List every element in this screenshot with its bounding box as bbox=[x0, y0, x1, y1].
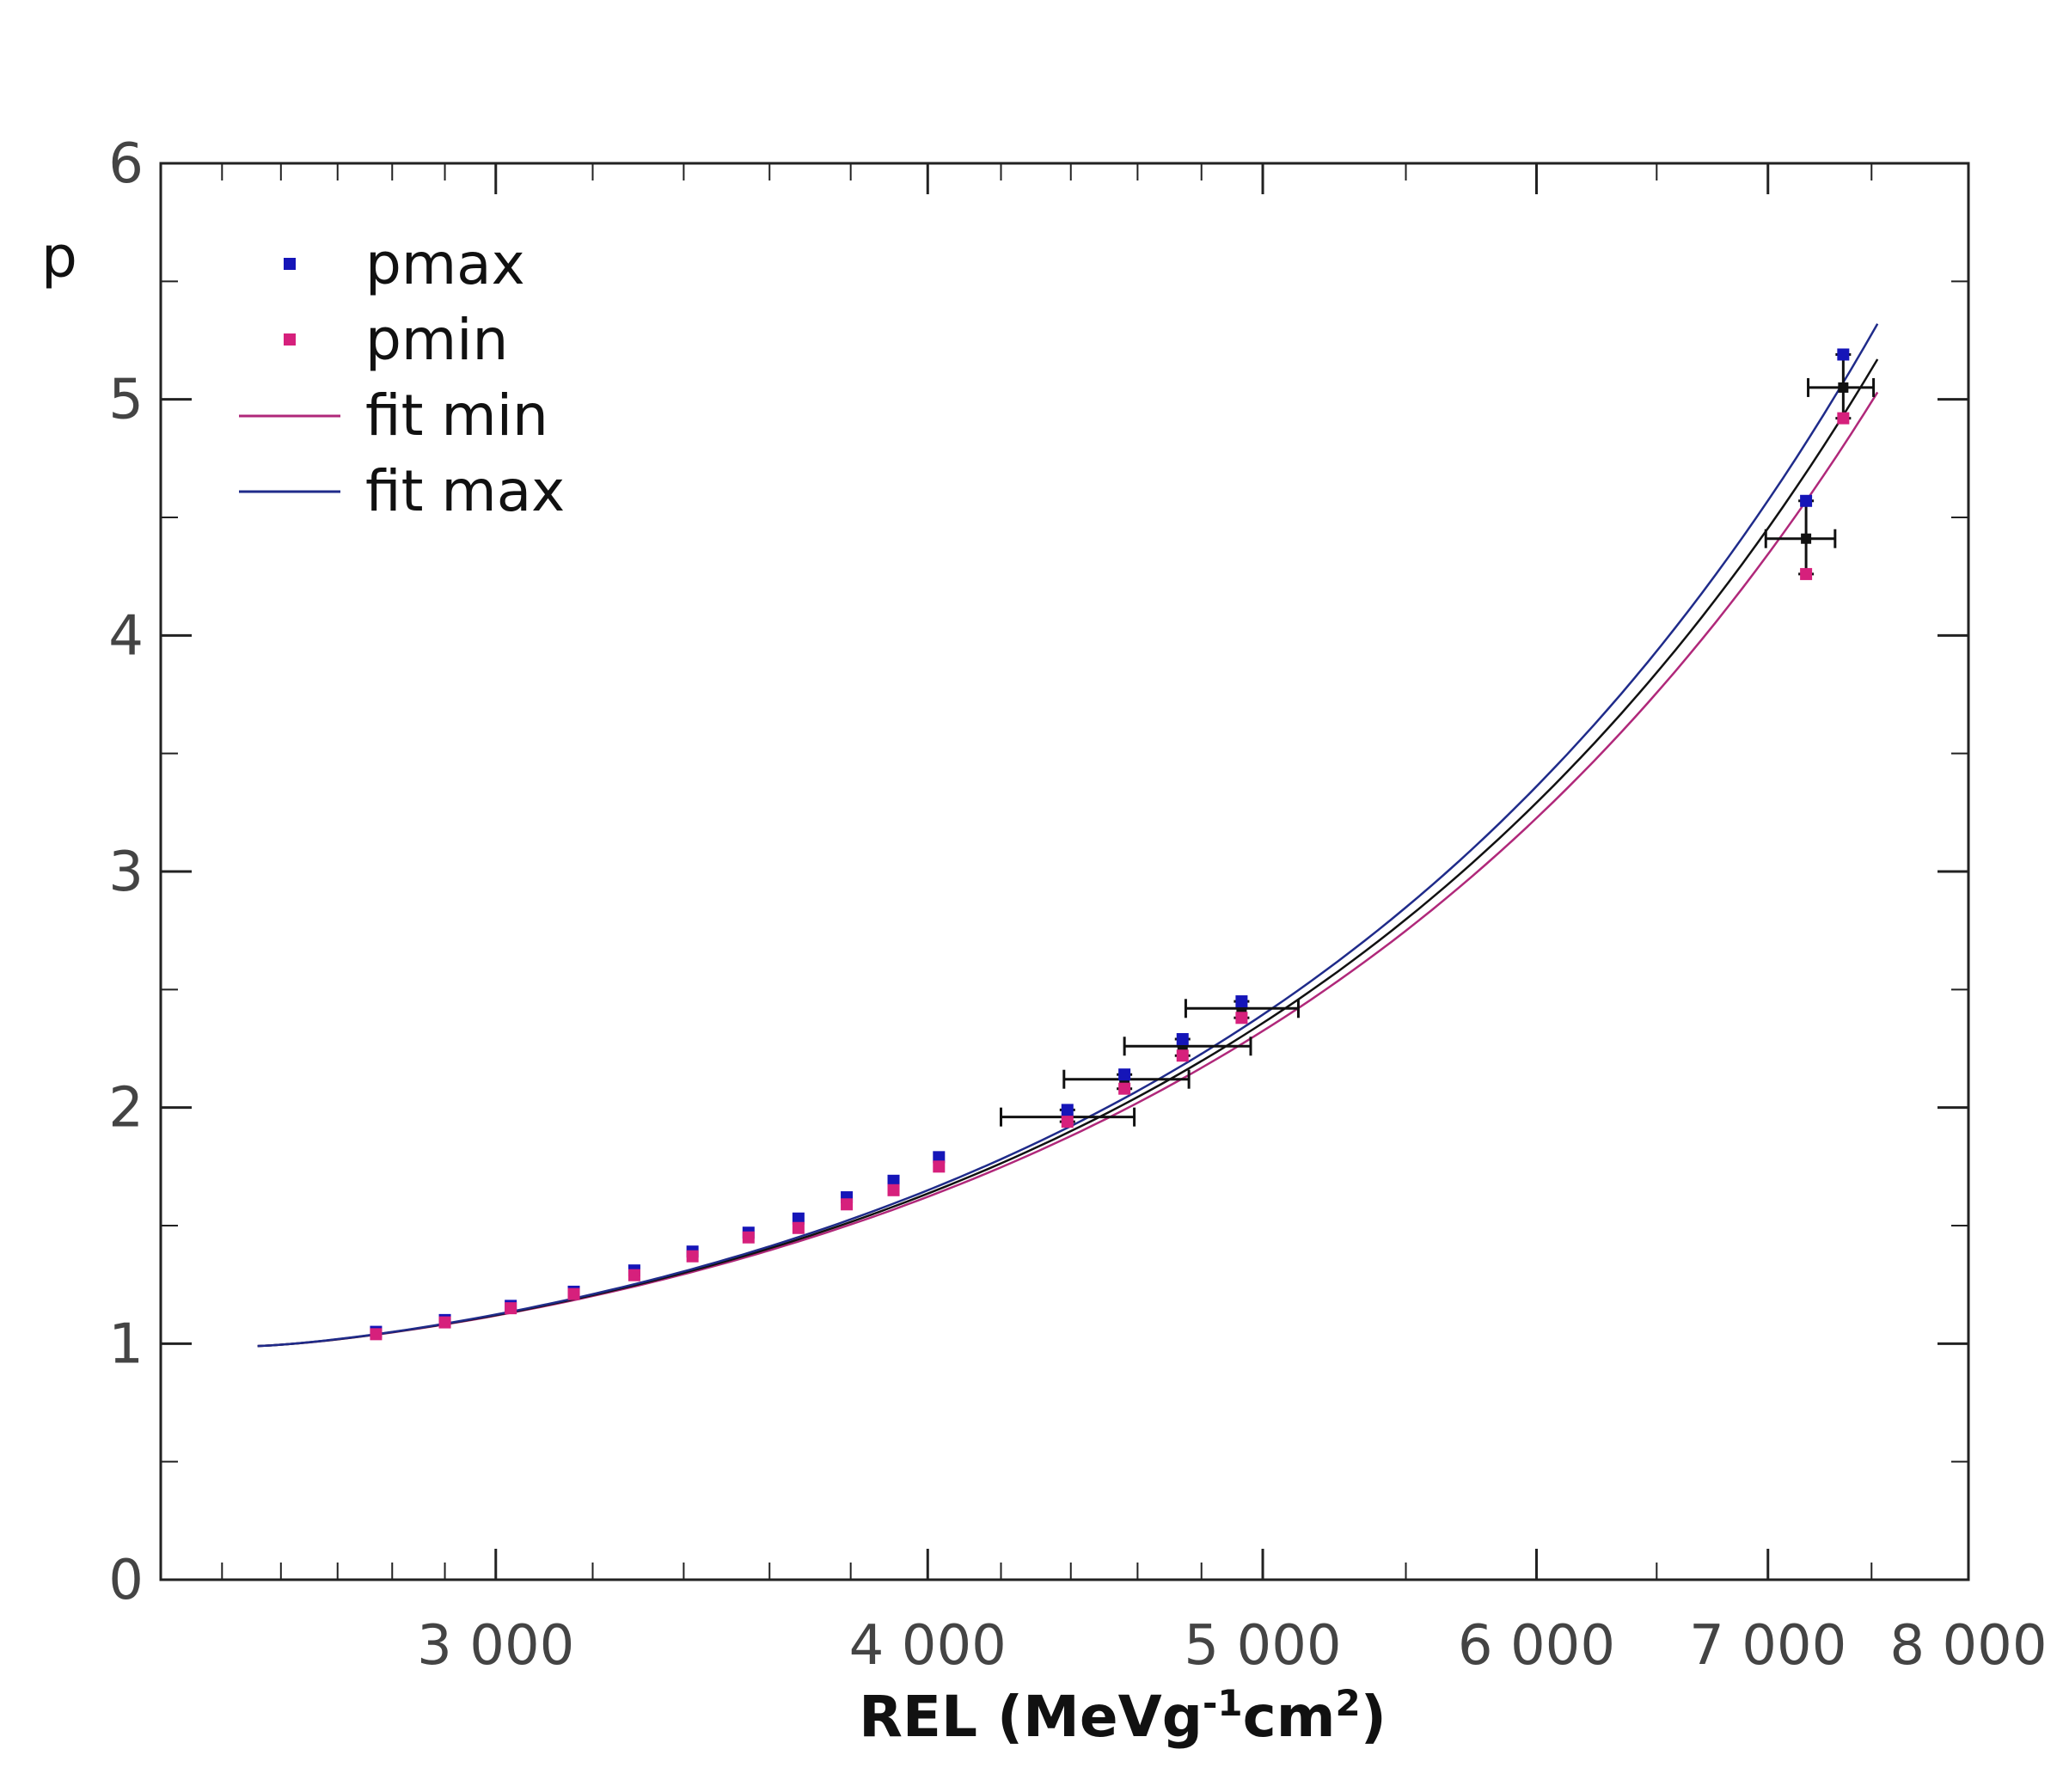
pmin-point bbox=[792, 1221, 805, 1234]
pmin-point bbox=[567, 1287, 580, 1300]
legend-marker bbox=[284, 258, 296, 270]
pmin-point bbox=[933, 1160, 946, 1173]
pmin-point bbox=[627, 1269, 640, 1281]
y-tick-label: 0 bbox=[108, 1549, 144, 1612]
y-tick-label: 6 bbox=[108, 132, 144, 196]
legend-marker bbox=[284, 333, 296, 346]
legend-label: pmax bbox=[365, 231, 525, 297]
legend-item-pmin: pmin bbox=[284, 307, 508, 373]
legend-label: pmin bbox=[365, 307, 508, 373]
legend-label: fit min bbox=[365, 382, 548, 449]
pmin-point bbox=[1061, 1116, 1074, 1128]
legend-item-fit-min: fit min bbox=[239, 382, 548, 449]
axis-labels: 3 000 4 000 5 000 6 000 7 000 8 000 0 1 2 3 4 5 6 bbox=[108, 132, 2047, 1678]
legend-label: fit max bbox=[365, 458, 565, 524]
pmin-point bbox=[1800, 567, 1813, 580]
x-tick-label: 4 000 bbox=[849, 1614, 1007, 1678]
pmax-point bbox=[1118, 1068, 1131, 1081]
central-point bbox=[1801, 533, 1812, 544]
pmax-point bbox=[1800, 494, 1813, 507]
plot-frame bbox=[159, 162, 1970, 1581]
data-points bbox=[370, 348, 1850, 1341]
x-tick-label: 7 000 bbox=[1689, 1614, 1846, 1678]
legend-item-pmax: pmax bbox=[284, 231, 525, 297]
pmin-point bbox=[505, 1302, 517, 1315]
x-tick-label: 6 000 bbox=[1458, 1614, 1615, 1678]
pmax-point bbox=[1837, 348, 1850, 361]
y-tick-label: 2 bbox=[108, 1077, 144, 1141]
pmin-point bbox=[686, 1250, 699, 1263]
y-tick-label: 4 bbox=[108, 604, 144, 668]
pmin-point bbox=[841, 1198, 854, 1211]
pmin-point bbox=[438, 1316, 451, 1329]
pmax-point bbox=[1176, 1033, 1189, 1046]
x-axis-title: REL (MeVg-1cm2) bbox=[859, 1682, 1387, 1750]
pmin-point bbox=[1176, 1049, 1189, 1062]
x-tick-label: 8 000 bbox=[1889, 1614, 2047, 1678]
pmax-point bbox=[792, 1212, 805, 1225]
y-tick-label: 1 bbox=[108, 1312, 144, 1376]
y-tick-label: 3 bbox=[108, 841, 144, 904]
pmax-point bbox=[1061, 1104, 1074, 1116]
y-axis-title: p bbox=[41, 224, 77, 291]
x-tick-label: 5 000 bbox=[1184, 1614, 1341, 1678]
pmin-point bbox=[1235, 1012, 1248, 1024]
error-bar bbox=[1764, 499, 1837, 576]
pmax-point bbox=[887, 1174, 900, 1187]
fit-min-line bbox=[257, 391, 1879, 1348]
error-bars bbox=[999, 352, 1876, 1127]
pmax-point bbox=[1235, 995, 1248, 1008]
legend: pmax pmin fit min fit max bbox=[239, 231, 565, 524]
pmin-point bbox=[1837, 412, 1850, 425]
central-point bbox=[1838, 382, 1849, 393]
pmin-point bbox=[742, 1231, 755, 1244]
pmin-point bbox=[1118, 1082, 1131, 1095]
pmax-point bbox=[933, 1151, 946, 1164]
y-tick-label: 5 bbox=[108, 369, 144, 432]
pmin-point bbox=[887, 1183, 900, 1196]
legend-item-fit-max: fit max bbox=[239, 458, 565, 524]
x-tick-label: 3 000 bbox=[417, 1614, 574, 1678]
pmin-point bbox=[370, 1328, 383, 1341]
tick-marks bbox=[161, 162, 1970, 1581]
